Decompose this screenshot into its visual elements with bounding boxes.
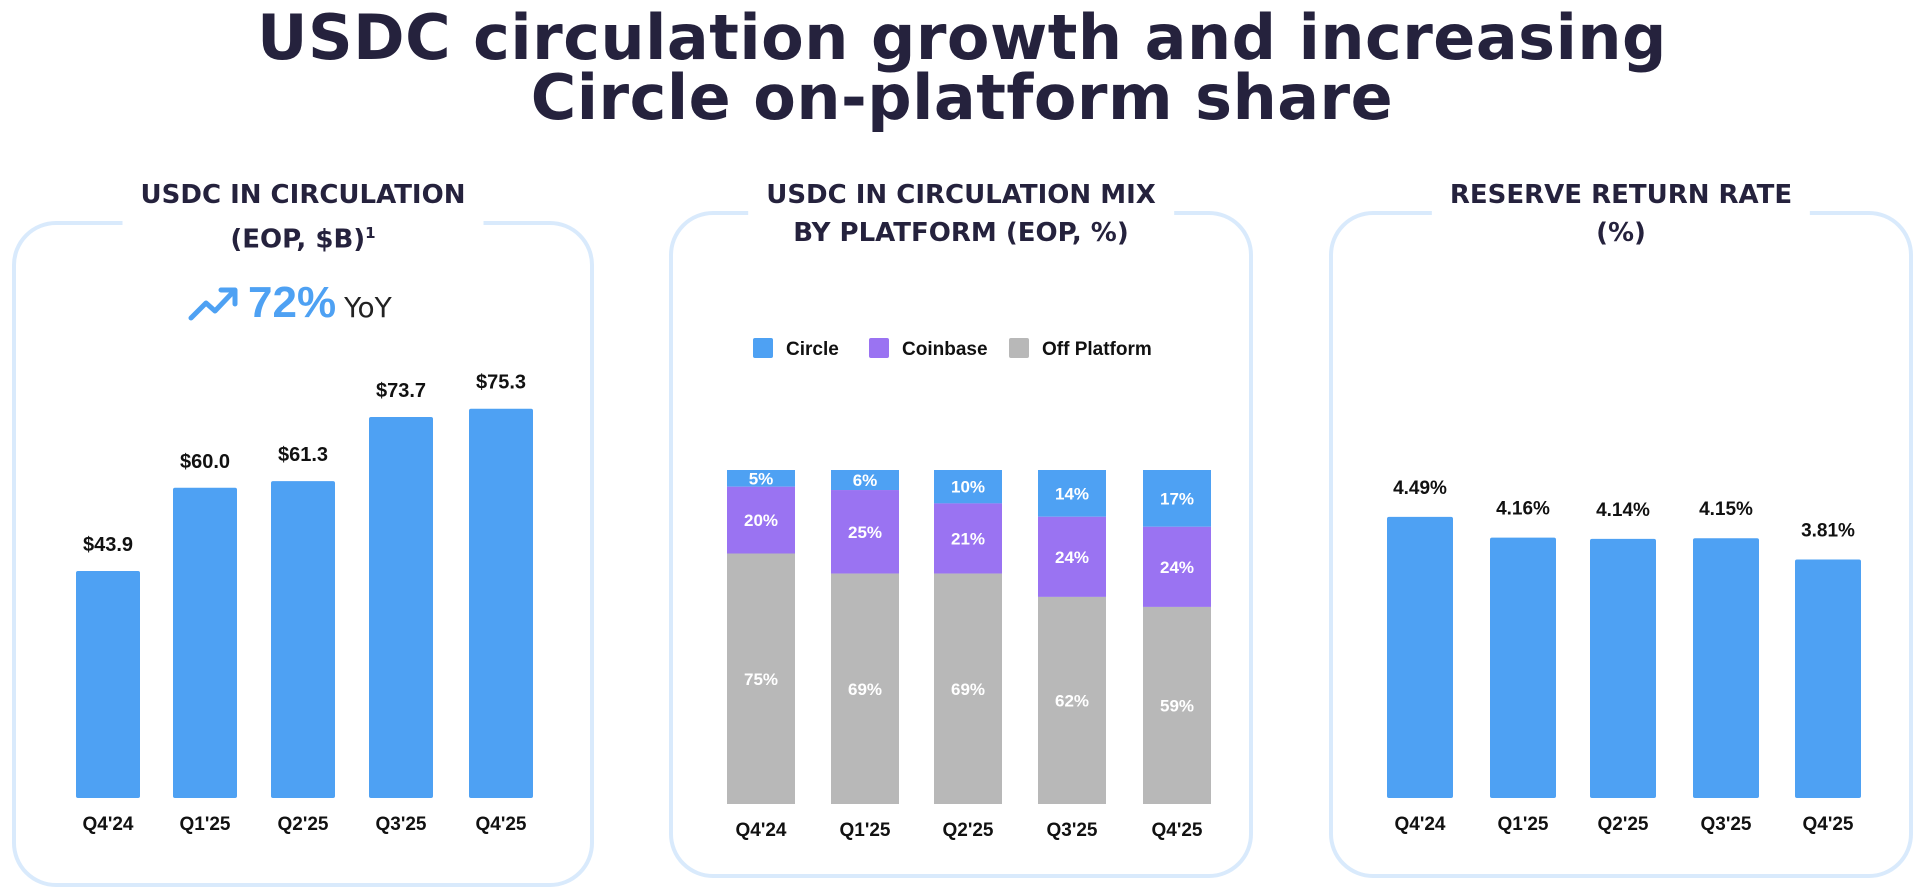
bar [1693,538,1759,798]
bar-segment-coinbase [1038,516,1106,597]
legend-swatch-coinbase [869,338,889,358]
segment-label: 14% [1055,484,1089,503]
bar [173,487,237,798]
x-tick-label: Q4'24 [83,814,134,835]
data-label: $75.3 [476,372,526,394]
bar-segment-coinbase [1143,526,1211,607]
segment-label: 6% [853,471,878,490]
bar [369,416,433,798]
segment-label: 59% [1160,696,1194,715]
segment-label: 17% [1160,489,1194,508]
segment-label: 24% [1055,548,1089,567]
page-title-line1: USDC circulation growth and increasing [257,1,1667,74]
x-tick-label: Q4'25 [1152,820,1203,841]
data-label: 3.81% [1801,520,1855,541]
bar-segment-circle [831,470,899,491]
bar-segment-coinbase [727,486,795,554]
bar-segment-circle [1038,470,1106,517]
x-tick-label: Q3'25 [1701,814,1752,835]
x-tick-label: Q2'25 [943,820,994,841]
segment-label: 25% [848,523,882,542]
bar-segment-coinbase [831,490,899,574]
data-label: $73.7 [376,380,426,402]
chart1-title: USDC IN CIRCULATION (EOP, $B)1 [122,176,484,259]
bar [1590,538,1656,798]
segment-label: 62% [1055,691,1089,710]
data-label: 4.15% [1699,499,1753,520]
bar-segment-off-platform [1038,596,1106,804]
segment-label: 10% [951,478,985,497]
segment-label: 5% [749,469,774,488]
data-label: 4.14% [1596,500,1650,521]
segment-label: 69% [951,680,985,699]
x-tick-label: Q3'25 [1047,820,1098,841]
segment-label: 20% [744,511,778,530]
segment-label: 21% [951,529,985,548]
data-label: 4.16% [1496,499,1550,520]
trending-up-icon [188,285,240,321]
chart2-title-line1: USDC IN CIRCULATION MIX [766,180,1156,210]
data-label: $61.3 [278,444,328,466]
x-tick-label: Q1'25 [180,814,231,835]
footnote-marker: 1 [365,224,376,242]
legend-swatch-circle [753,338,773,358]
bar [1795,559,1861,798]
legend-label: Coinbase [902,339,988,360]
data-label: $60.0 [180,451,230,473]
yoy-growth: 72% YoY [188,278,392,328]
bar-segment-off-platform [1143,606,1211,804]
x-tick-label: Q2'25 [1598,814,1649,835]
chart3-title: RESERVE RETURN RATE (%) [1431,176,1811,252]
x-tick-label: Q4'25 [476,814,527,835]
bar-segment-off-platform [934,573,1002,804]
legend-swatch-off-platform [1009,338,1029,358]
bar [1490,537,1556,798]
x-tick-label: Q4'25 [1803,814,1854,835]
bar-segment-off-platform [727,553,795,804]
x-tick-label: Q1'25 [840,820,891,841]
bar [469,408,533,798]
x-tick-label: Q3'25 [376,814,427,835]
yoy-label: YoY [344,291,392,324]
chart2-title: USDC IN CIRCULATION MIX BY PLATFORM (EOP… [748,176,1174,252]
chart3-title-line1: RESERVE RETURN RATE [1449,180,1793,210]
page-title-line2: Circle on-platform share [530,61,1394,134]
x-tick-label: Q4'24 [736,820,787,841]
bar [1387,516,1453,798]
bar-segment-circle [727,470,795,487]
bar [76,571,140,798]
bar-segment-off-platform [831,573,899,804]
data-label: $43.9 [83,534,133,556]
x-tick-label: Q2'25 [278,814,329,835]
legend-label: Off Platform [1042,339,1152,360]
segment-label: 75% [744,670,778,689]
chart1-title-line1: USDC IN CIRCULATION [140,180,466,210]
x-tick-label: Q4'24 [1395,814,1446,835]
segment-label: 24% [1160,558,1194,577]
chart3-title-line2: (%) [1596,218,1646,248]
chart2-title-line2: BY PLATFORM (EOP, %) [793,218,1129,248]
yoy-value: 72% [248,278,337,327]
chart1-title-line2: (EOP, $B)1 [230,224,376,255]
bar [271,481,335,798]
bar-segment-circle [1143,470,1211,527]
segment-label: 69% [848,680,882,699]
legend-label: Circle [786,339,839,360]
bar-segment-circle [934,470,1002,504]
bar-segment-coinbase [934,503,1002,574]
x-tick-label: Q1'25 [1498,814,1549,835]
data-label: 4.49% [1393,478,1447,499]
